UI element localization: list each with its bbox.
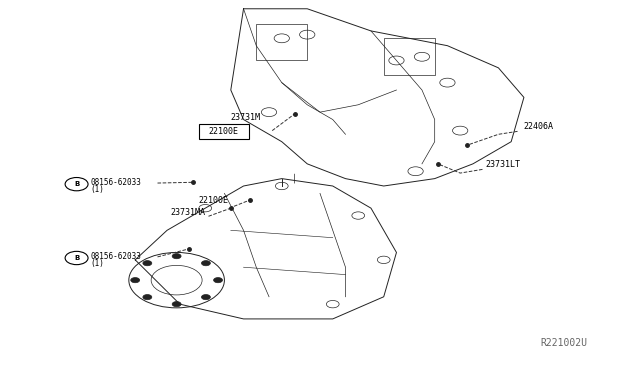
Bar — [199, 124, 248, 139]
Circle shape — [131, 278, 140, 283]
Text: 08156-62033: 08156-62033 — [91, 178, 141, 187]
Text: 22100E: 22100E — [199, 196, 229, 205]
Text: 22406A: 22406A — [524, 122, 554, 131]
Text: 22100E: 22100E — [209, 127, 239, 136]
Circle shape — [214, 278, 223, 283]
Text: 23731M: 23731M — [231, 113, 260, 122]
Text: B: B — [74, 255, 79, 261]
Text: 08156-62033: 08156-62033 — [91, 251, 141, 261]
Circle shape — [143, 295, 152, 300]
Bar — [256, 23, 307, 61]
Circle shape — [172, 254, 181, 259]
Circle shape — [202, 295, 211, 300]
Text: (1): (1) — [91, 185, 104, 194]
Text: R221002U: R221002U — [541, 339, 588, 349]
Text: 23731LT: 23731LT — [486, 160, 521, 169]
Text: 23731MA: 23731MA — [170, 208, 205, 217]
Circle shape — [202, 261, 211, 266]
Circle shape — [143, 261, 152, 266]
Bar — [384, 38, 435, 75]
Text: (1): (1) — [91, 259, 104, 268]
Circle shape — [172, 302, 181, 307]
Text: B: B — [74, 181, 79, 187]
